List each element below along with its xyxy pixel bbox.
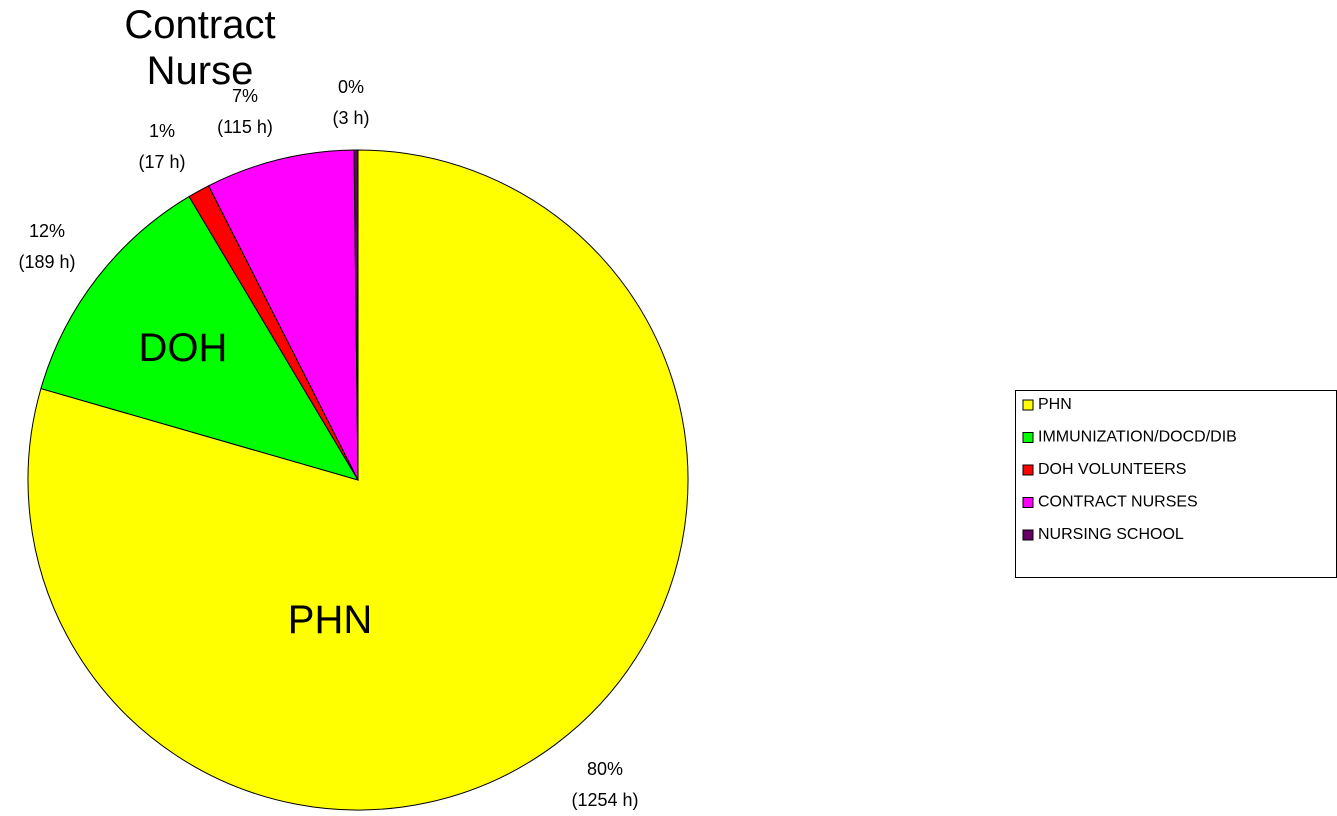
legend-marker: [1022, 497, 1034, 508]
pie-slice: [353, 149, 359, 481]
pie-slice: [27, 149, 689, 811]
data-label: 80%: [587, 759, 623, 779]
data-label: (3 h): [332, 108, 369, 128]
legend-marker: [1022, 464, 1034, 476]
legend-marker: [1022, 529, 1034, 541]
data-label: 12%: [29, 221, 65, 241]
legend-label: CONTRACT NURSES: [1038, 494, 1198, 511]
data-label: 7%: [232, 86, 258, 106]
legend-label: DOH VOLUNTEERS: [1038, 461, 1186, 478]
slice-annotation: Contract Nurse: [124, 3, 276, 93]
data-label: (1254 h): [571, 790, 638, 810]
legend-label: NURSING SCHOOL: [1038, 526, 1184, 543]
legend-marker: [1022, 432, 1034, 443]
data-label: 1%: [149, 121, 175, 141]
legend-label: IMMUNIZATION/DOCD/DIB: [1038, 429, 1237, 446]
data-label: (17 h): [138, 152, 185, 172]
legend-box: [1015, 390, 1337, 578]
data-label: (115 h): [217, 117, 273, 137]
legend-label: PHN: [1038, 396, 1072, 413]
slice-annotation: PHN: [287, 598, 373, 642]
data-label: 0%: [338, 77, 364, 97]
pie-slice: [40, 195, 360, 481]
slice-annotation: DOH: [138, 326, 228, 370]
data-label: (189 h): [18, 252, 75, 272]
legend-marker: [1022, 399, 1034, 411]
pie-slice: [207, 149, 359, 481]
